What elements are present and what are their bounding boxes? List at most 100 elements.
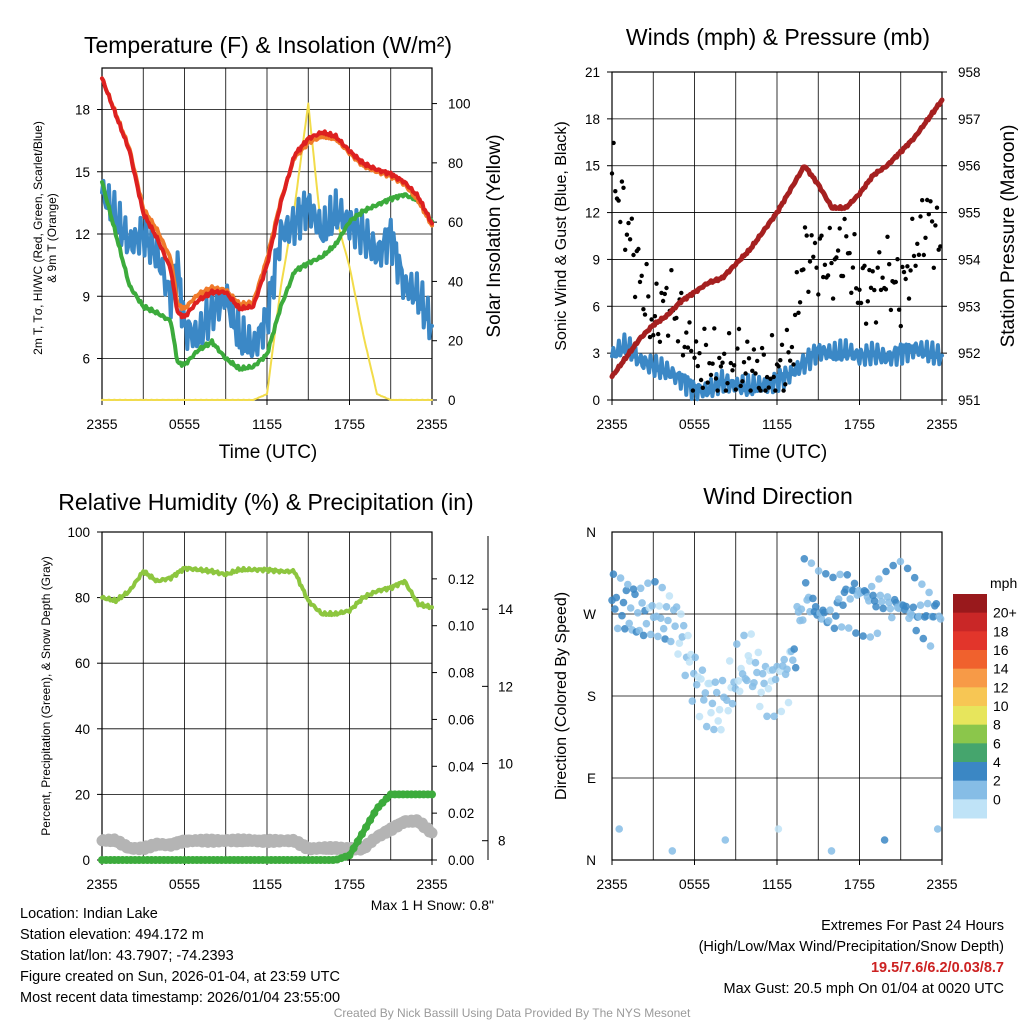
colorbar-swatch <box>953 799 987 819</box>
gust-point <box>916 252 922 257</box>
gust-point <box>849 290 854 295</box>
colorbar-swatch <box>953 668 987 688</box>
gust-point <box>908 268 913 273</box>
gust-point <box>741 360 747 365</box>
direction-point <box>789 656 797 664</box>
gust-point <box>791 362 796 367</box>
right-y-tick-label: 60 <box>448 215 463 230</box>
gust-point <box>731 363 737 368</box>
colorbar-label: 14 <box>993 661 1009 677</box>
direction-point <box>799 616 807 624</box>
direction-point <box>756 702 764 711</box>
temperature-ylabel-line2: & 9m T (Orange) <box>45 193 59 283</box>
direction-point <box>918 580 926 588</box>
gust-point <box>669 268 674 273</box>
gust-point <box>865 299 870 304</box>
direction-point <box>745 657 754 665</box>
direction-tick-label: S <box>587 689 596 704</box>
direction-point <box>780 655 788 664</box>
gust-point <box>768 376 773 381</box>
right-y-tick-label: 954 <box>958 252 981 267</box>
direction-point <box>691 653 699 662</box>
x-tick-label: 1755 <box>334 416 365 432</box>
colorbar-swatch <box>953 762 987 782</box>
gust-point <box>840 273 846 279</box>
gust-point <box>835 248 841 253</box>
direction-point <box>714 717 722 725</box>
gust-point <box>651 333 656 338</box>
direction-point <box>933 825 942 833</box>
x-tick-label: 1155 <box>252 416 282 432</box>
gust-point <box>629 216 634 221</box>
direction-point <box>770 712 778 721</box>
direction-point <box>743 676 751 685</box>
temperature-plot: 2355 0555 1155 1755 2355 6 9 12 15 18 0 20 40 60 80 100 <box>75 67 471 432</box>
gust-point <box>771 374 776 380</box>
precip-point <box>428 790 436 799</box>
gust-point <box>665 333 671 338</box>
gust-point <box>636 246 641 252</box>
direction-point <box>665 592 674 600</box>
gust-point <box>896 307 902 312</box>
direction-point <box>664 616 672 625</box>
direction-point <box>702 722 711 731</box>
gust-point <box>901 269 907 275</box>
left-y-tick-label: 18 <box>585 112 600 127</box>
direction-point <box>717 725 725 734</box>
direction-point <box>771 675 780 684</box>
gust-point <box>789 344 795 350</box>
gust-point <box>915 241 920 246</box>
gust-point <box>641 307 646 312</box>
gust-point <box>755 358 760 364</box>
direction-point <box>758 669 767 678</box>
gust-point <box>854 286 859 291</box>
direction-point <box>836 570 844 579</box>
direction-point <box>634 609 642 617</box>
gust-point <box>647 334 653 340</box>
direction-point <box>852 629 860 637</box>
gust-point <box>710 361 715 366</box>
gust-point <box>862 263 867 268</box>
direction-point <box>631 590 639 599</box>
direction-point <box>807 559 816 567</box>
direction-point <box>902 602 910 611</box>
gust-point <box>776 364 781 369</box>
direction-point <box>872 602 880 611</box>
gust-point <box>870 269 875 274</box>
gust-point <box>726 331 732 336</box>
left-y-tick-label: 100 <box>67 525 90 540</box>
gust-point <box>680 353 686 358</box>
gust-point <box>698 377 704 383</box>
colorbar-label: 0 <box>993 791 1001 807</box>
direction-point <box>625 619 633 628</box>
humidity-title: Relative Humidity (%) & Precipitation (i… <box>58 489 473 515</box>
colorbar-label: 6 <box>993 735 1001 751</box>
gust-point <box>933 223 938 228</box>
direction-point <box>824 617 833 625</box>
gust-point <box>920 198 925 203</box>
colorbar-label: 4 <box>993 754 1001 770</box>
gust-point <box>692 355 697 360</box>
x-tick-label: 0555 <box>169 876 200 892</box>
gust-point <box>690 388 696 393</box>
gust-point <box>697 351 702 356</box>
direction-ylabel: Direction (Colored By Speed) <box>553 592 570 800</box>
gust-point <box>644 261 649 267</box>
gust-point <box>903 276 908 282</box>
gust-point <box>623 247 628 252</box>
direction-point <box>800 555 809 563</box>
x-tick-label: 1155 <box>762 416 792 432</box>
direction-point <box>784 698 793 707</box>
gust-point <box>646 294 651 299</box>
gust-point <box>783 382 788 387</box>
direction-point <box>684 631 692 640</box>
gust-point <box>788 358 793 363</box>
colorbar-swatch <box>953 743 987 763</box>
gust-point <box>816 292 821 297</box>
station-info: Location: Indian Lake Station elevation:… <box>20 904 340 1009</box>
direction-point <box>926 642 935 650</box>
direction-point <box>817 615 826 623</box>
gust-point <box>779 342 785 347</box>
temperature-y2label: Solar Insolation (Yellow) <box>484 134 505 337</box>
gust-point <box>852 232 857 237</box>
